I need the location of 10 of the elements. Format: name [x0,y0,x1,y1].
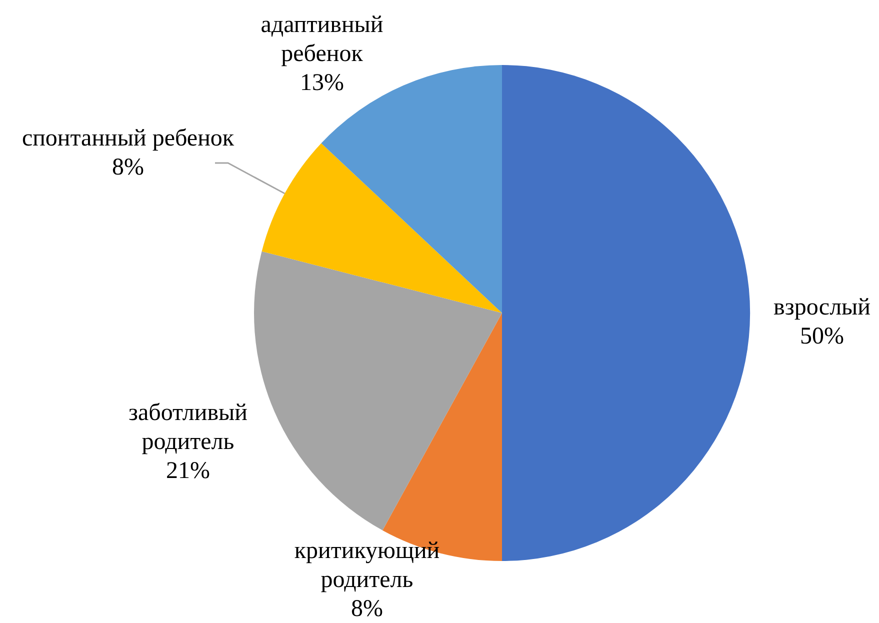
data-label: 21% [166,458,210,484]
slice-label: взрослый [773,294,871,320]
data-label: 13% [300,70,344,96]
slice-label: заботливый родитель [128,400,248,455]
data-label: 50% [800,324,844,350]
slice-label: критикующий родитель [294,538,440,593]
data-label: 8% [112,154,144,180]
data-label: 8% [351,596,383,622]
slice-label: спонтанный ребенок [22,126,234,152]
slice-label: адаптивный ребенок [260,12,384,67]
